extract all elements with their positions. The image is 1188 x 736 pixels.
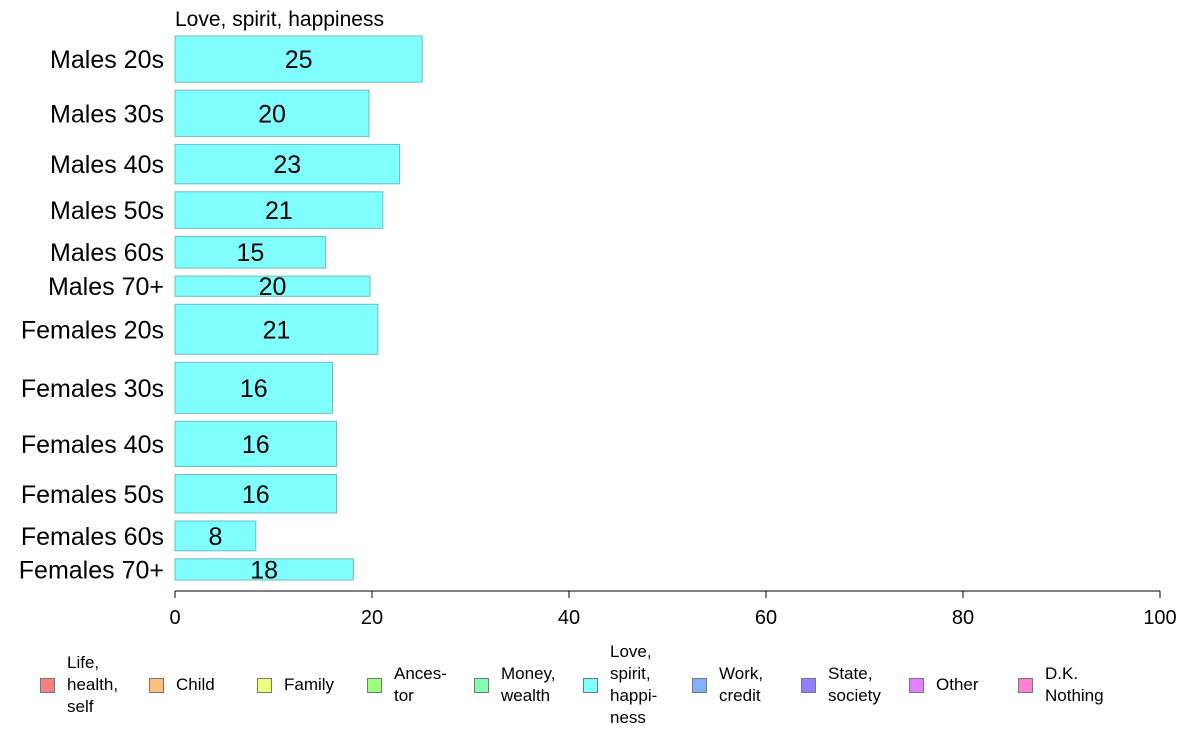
legend-label: Ances- tor: [394, 664, 447, 705]
bar-males-50s: [174, 191, 384, 229]
legend-item: Ances- tor: [367, 640, 447, 730]
category-label: Males 40s: [50, 151, 164, 179]
category-label: Females 20s: [21, 316, 164, 344]
legend-label: D.K. Nothing: [1045, 664, 1104, 705]
legend-label: Family: [284, 675, 335, 694]
legend-item: Work, credit: [692, 640, 763, 730]
legend-item: Love, spirit, happi- ness: [583, 640, 657, 730]
bar-value-label: 20: [259, 273, 287, 301]
bar-females-50s: [174, 474, 337, 514]
bar-females-20s: [174, 303, 379, 355]
bar-value-label: 16: [242, 431, 270, 459]
legend-swatch: [909, 677, 924, 693]
bar-value-label: 21: [263, 316, 291, 344]
bar-males-40s: [174, 143, 401, 185]
bar-males-60s: [174, 235, 327, 269]
category-label: Females 40s: [21, 431, 164, 459]
legend-item: Child: [149, 640, 215, 730]
legend-item: D.K. Nothing: [1018, 640, 1104, 730]
bar-females-60s: [174, 520, 257, 552]
x-tick-label: 100: [1143, 607, 1176, 629]
bar-females-70-: [174, 558, 354, 581]
bar-value-label: 25: [285, 46, 313, 74]
legend-swatch: [257, 677, 272, 693]
bar-value-label: 20: [258, 100, 286, 128]
bar-value-label: 16: [242, 481, 270, 509]
legend-label: Life, health, self: [67, 653, 119, 716]
category-label: Females 70+: [19, 556, 164, 584]
category-label: Males 20s: [50, 46, 164, 74]
legend-swatch: [801, 677, 816, 693]
x-tick-label: 40: [558, 607, 580, 629]
bar-females-30s: [174, 361, 334, 414]
bar-value-label: 15: [236, 239, 264, 267]
legend-swatch: [692, 677, 707, 693]
category-label: Males 30s: [50, 100, 164, 128]
legend-label: State, society: [828, 664, 881, 705]
category-label: Females 30s: [21, 375, 164, 403]
category-label: Females 50s: [21, 481, 164, 509]
legend-swatch: [474, 677, 489, 693]
legend-label: Other: [936, 675, 979, 694]
bar-value-label: 23: [273, 151, 301, 179]
bar-males-70-: [174, 275, 371, 297]
bar-males-20s: [174, 35, 423, 83]
bar-value-label: 18: [250, 556, 278, 584]
x-tick-label: 80: [952, 607, 974, 629]
legend-item: Other: [909, 640, 979, 730]
bar-value-label: 16: [240, 375, 268, 403]
legend-swatch: [583, 677, 598, 693]
category-label: Males 70+: [48, 273, 164, 301]
legend-item: Money, wealth: [474, 640, 556, 730]
legend-swatch: [149, 677, 164, 693]
bar-females-40s: [174, 420, 337, 467]
legend-label: Child: [176, 675, 215, 694]
bar-value-label: 21: [265, 197, 293, 225]
category-label: Females 60s: [21, 523, 164, 551]
legend-item: State, society: [801, 640, 881, 730]
legend-swatch: [367, 677, 382, 693]
legend-swatch: [40, 677, 55, 693]
bar-value-label: 8: [208, 523, 222, 551]
legend-label: Love, spirit, happi- ness: [610, 642, 658, 727]
bar-males-30s: [174, 89, 370, 137]
legend-swatch: [1018, 677, 1033, 693]
legend: Life, health, self Child Family Ances- tor M…: [0, 640, 1188, 736]
category-label: Males 60s: [50, 239, 164, 267]
bar-chart: Love, spirit, happiness 25 Males 20s 20 Mal…: [19, 8, 1177, 629]
legend-item: Family: [257, 640, 334, 730]
x-tick-label: 0: [169, 607, 180, 629]
legend-label: Work, credit: [719, 664, 764, 705]
category-label: Males 50s: [50, 197, 164, 225]
x-tick-label: 60: [755, 607, 777, 629]
x-tick-label: 20: [361, 607, 383, 629]
legend-item: Life, health, self: [40, 640, 118, 730]
chart-title: Love, spirit, happiness: [175, 8, 384, 31]
legend-label: Money, wealth: [501, 664, 556, 705]
